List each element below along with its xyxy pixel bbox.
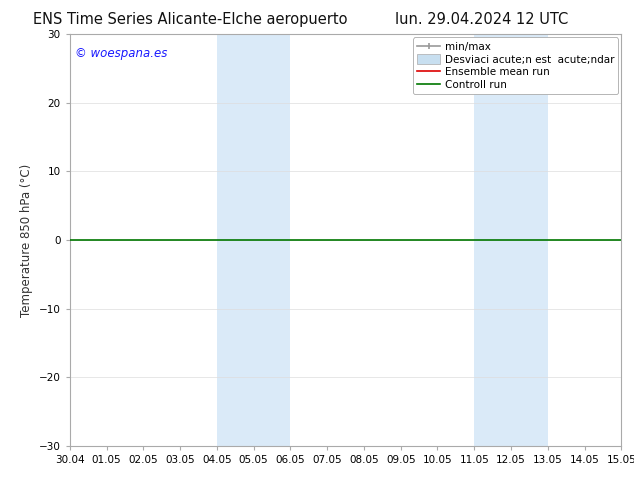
Bar	[474, 34, 548, 446]
Text: © woespana.es: © woespana.es	[75, 47, 167, 60]
Legend: min/max, Desviaci acute;n est  acute;ndar, Ensemble mean run, Controll run: min/max, Desviaci acute;n est acute;ndar…	[413, 37, 618, 95]
Text: lun. 29.04.2024 12 UTC: lun. 29.04.2024 12 UTC	[395, 12, 569, 27]
Text: ENS Time Series Alicante-Elche aeropuerto: ENS Time Series Alicante-Elche aeropuert…	[33, 12, 347, 27]
Y-axis label: Temperature 850 hPa (°C): Temperature 850 hPa (°C)	[20, 164, 33, 317]
Bar	[217, 34, 290, 446]
